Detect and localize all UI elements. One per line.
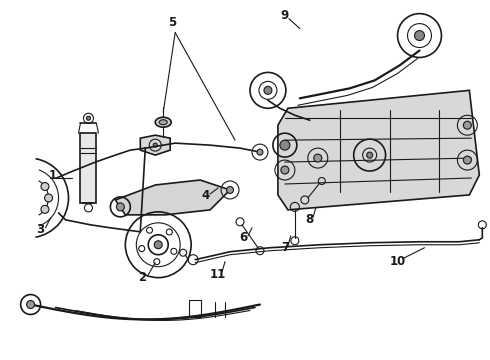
Polygon shape <box>115 180 230 215</box>
Circle shape <box>280 140 290 150</box>
Circle shape <box>26 301 35 309</box>
Text: 2: 2 <box>138 271 147 284</box>
Circle shape <box>41 183 49 190</box>
Circle shape <box>264 86 272 94</box>
Circle shape <box>464 121 471 129</box>
Text: 11: 11 <box>210 268 226 281</box>
Text: 7: 7 <box>281 241 289 254</box>
Circle shape <box>226 186 234 193</box>
Text: 1: 1 <box>49 168 57 181</box>
Text: 3: 3 <box>37 223 45 236</box>
Polygon shape <box>140 135 170 155</box>
Circle shape <box>154 241 162 249</box>
Ellipse shape <box>159 120 167 125</box>
Circle shape <box>41 205 49 213</box>
Text: 9: 9 <box>281 9 289 22</box>
Circle shape <box>153 143 157 147</box>
Circle shape <box>86 116 91 120</box>
Text: 8: 8 <box>306 213 314 226</box>
Circle shape <box>45 194 52 202</box>
Text: 5: 5 <box>168 16 176 29</box>
Circle shape <box>281 166 289 174</box>
Circle shape <box>257 149 263 155</box>
Circle shape <box>314 154 322 162</box>
Polygon shape <box>278 90 479 210</box>
Ellipse shape <box>155 117 171 127</box>
Circle shape <box>116 203 124 211</box>
Circle shape <box>464 156 471 164</box>
Text: 4: 4 <box>201 189 209 202</box>
Polygon shape <box>80 133 97 203</box>
Circle shape <box>367 152 372 158</box>
Text: 10: 10 <box>390 255 406 268</box>
Text: 6: 6 <box>239 231 247 244</box>
Circle shape <box>415 31 424 41</box>
